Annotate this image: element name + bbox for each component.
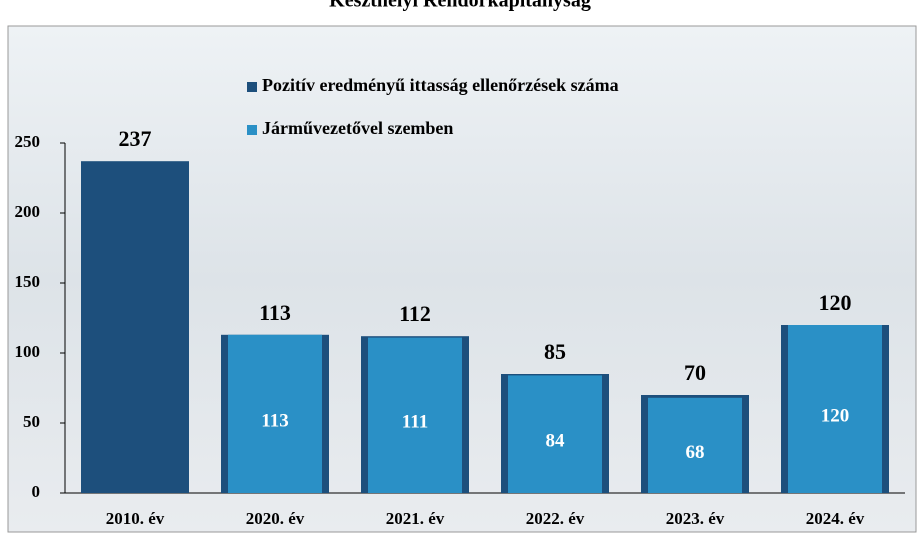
legend-swatch: [247, 82, 257, 92]
data-label: 68: [686, 442, 705, 463]
data-label: 113: [259, 300, 291, 325]
y-tick-label: 100: [15, 342, 41, 361]
bar: [788, 325, 882, 493]
y-tick-label: 150: [15, 272, 41, 291]
y-tick-label: 200: [15, 202, 41, 221]
bar: [368, 337, 462, 493]
data-label: 84: [546, 431, 566, 452]
bar: [228, 334, 322, 493]
y-tick-label: 0: [32, 482, 41, 501]
data-label: 112: [399, 301, 431, 326]
legend-swatch: [247, 125, 257, 135]
data-label: 120: [819, 290, 852, 315]
data-label: 111: [402, 412, 428, 433]
x-tick-label: 2010. év: [106, 509, 165, 528]
x-tick-label: 2021. év: [386, 509, 445, 528]
x-tick-label: 2024. év: [806, 509, 865, 528]
legend-label: Járművezetővel szemben: [262, 118, 453, 138]
bar: [508, 375, 602, 493]
bar: [648, 397, 742, 493]
data-label: 70: [684, 360, 706, 385]
data-label: 237: [119, 126, 152, 151]
chart-title: Keszthelyi Rendőrkapitányság: [329, 0, 591, 12]
x-tick-label: 2022. év: [526, 509, 585, 528]
y-tick-label: 250: [15, 132, 41, 151]
data-label: 113: [261, 410, 288, 431]
data-label: 85: [544, 339, 566, 364]
data-label: 120: [821, 405, 850, 426]
y-tick-label: 50: [23, 412, 40, 431]
legend-label: Pozitív eredményű ittasság ellenőrzések …: [262, 75, 619, 95]
bar: [81, 161, 189, 493]
x-tick-label: 2020. év: [246, 509, 305, 528]
x-tick-label: 2023. év: [666, 509, 725, 528]
